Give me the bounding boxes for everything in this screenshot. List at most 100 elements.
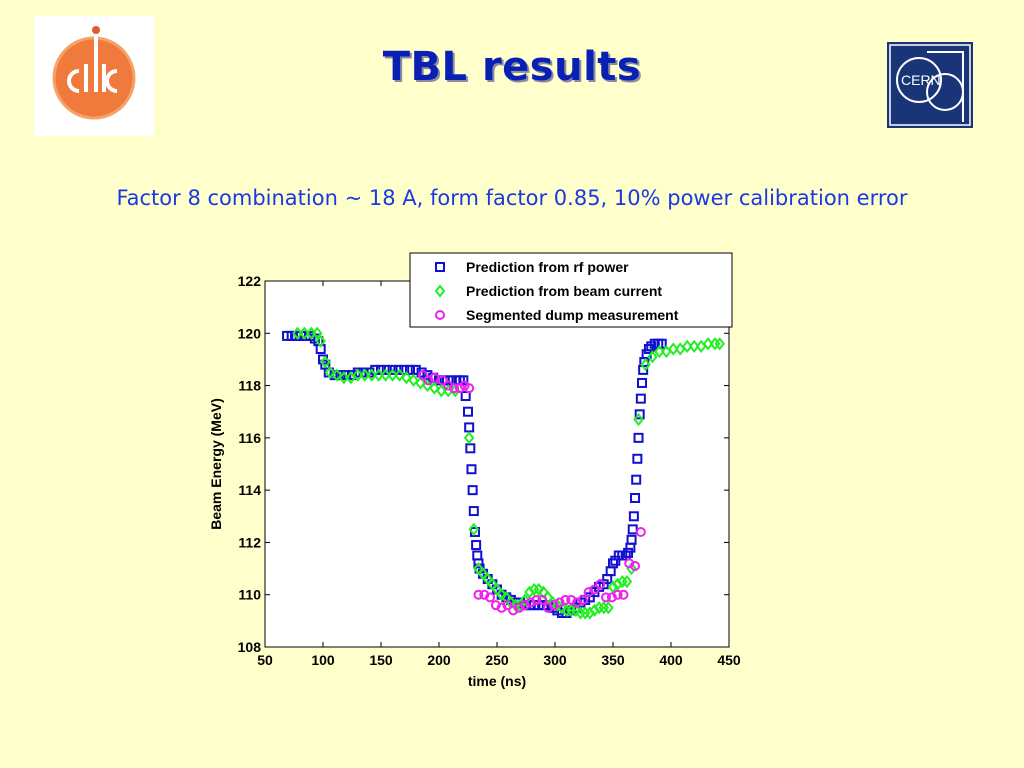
data-point bbox=[537, 594, 548, 605]
data-point bbox=[589, 584, 600, 595]
data-point bbox=[519, 593, 531, 607]
data-point bbox=[359, 368, 371, 382]
data-point bbox=[449, 383, 460, 394]
data-point bbox=[460, 391, 471, 402]
chart-legend: Prediction from rf power Prediction from … bbox=[409, 252, 733, 328]
data-point bbox=[463, 406, 473, 417]
data-point bbox=[366, 368, 378, 382]
slide-subtitle: Factor 8 combination ~ 18 A, form factor… bbox=[116, 186, 908, 210]
data-point bbox=[338, 371, 350, 385]
data-point bbox=[387, 364, 398, 375]
data-point bbox=[380, 368, 391, 382]
legend-entry: Segmented dump measurement bbox=[466, 307, 679, 323]
x-tick-label: 350 bbox=[601, 652, 625, 668]
data-point bbox=[647, 350, 658, 364]
x-tick-label: 450 bbox=[717, 652, 741, 668]
data-point bbox=[656, 338, 667, 349]
slide-title: TBL results bbox=[382, 44, 642, 90]
data-point bbox=[628, 511, 639, 522]
x-tick-label: 250 bbox=[485, 652, 509, 668]
data-point bbox=[626, 534, 637, 545]
data-point bbox=[458, 375, 469, 386]
data-point bbox=[612, 589, 623, 600]
data-point bbox=[410, 364, 421, 375]
data-point bbox=[468, 522, 480, 536]
y-tick-label: 114 bbox=[238, 482, 261, 498]
y-tick-label: 116 bbox=[238, 430, 261, 446]
data-point bbox=[373, 368, 384, 382]
data-point bbox=[637, 377, 647, 388]
data-point bbox=[570, 603, 582, 618]
data-point bbox=[394, 368, 405, 382]
data-point bbox=[417, 370, 428, 381]
data-point bbox=[387, 368, 398, 382]
data-point bbox=[633, 432, 644, 443]
x-tick-label: 100 bbox=[311, 652, 335, 668]
y-tick-label: 122 bbox=[238, 273, 262, 289]
data-point bbox=[608, 558, 618, 569]
data-point bbox=[603, 601, 614, 615]
data-point bbox=[635, 393, 646, 404]
data-point bbox=[688, 339, 700, 353]
data-point bbox=[381, 364, 392, 375]
data-point bbox=[635, 526, 646, 537]
data-point bbox=[436, 384, 447, 398]
y-tick-label: 108 bbox=[238, 639, 262, 655]
cern-logo-text: CERN bbox=[901, 72, 941, 88]
data-point bbox=[623, 547, 634, 558]
data-point bbox=[552, 598, 563, 612]
data-point bbox=[654, 344, 665, 359]
data-point bbox=[601, 592, 612, 603]
data-point bbox=[502, 600, 513, 611]
data-point bbox=[466, 464, 477, 475]
data-point bbox=[473, 589, 484, 600]
y-tick-label: 112 bbox=[238, 534, 261, 550]
y-tick-label: 110 bbox=[238, 587, 261, 603]
data-point bbox=[393, 364, 404, 375]
legend-box bbox=[409, 252, 733, 328]
x-tick-label: 50 bbox=[257, 652, 273, 668]
data-point bbox=[331, 368, 343, 382]
data-point bbox=[643, 343, 654, 354]
data-point bbox=[299, 326, 310, 340]
data-point bbox=[702, 337, 714, 351]
data-point bbox=[714, 337, 726, 351]
data-point bbox=[634, 409, 645, 420]
x-axis-label: time (ns) bbox=[468, 673, 526, 689]
data-point bbox=[485, 592, 496, 603]
data-point bbox=[464, 383, 475, 394]
data-point bbox=[467, 485, 478, 496]
legend-marker bbox=[434, 284, 446, 298]
cern-logo: CERN bbox=[887, 42, 973, 128]
data-point bbox=[471, 540, 482, 551]
data-point bbox=[473, 558, 484, 569]
clic-logo bbox=[34, 16, 154, 136]
data-point bbox=[320, 355, 331, 369]
legend-marker bbox=[435, 310, 445, 320]
data-point bbox=[311, 326, 323, 340]
data-point bbox=[621, 575, 633, 589]
data-point bbox=[577, 594, 588, 605]
data-point bbox=[630, 560, 641, 571]
data-point bbox=[633, 412, 644, 427]
data-point bbox=[595, 579, 606, 590]
data-point bbox=[408, 373, 419, 387]
data-point bbox=[531, 594, 542, 605]
y-tick-label: 120 bbox=[238, 325, 262, 341]
data-point bbox=[630, 492, 641, 503]
data-point bbox=[496, 588, 507, 602]
data-point bbox=[401, 371, 412, 385]
data-point bbox=[465, 443, 476, 454]
y-tick-label: 118 bbox=[238, 378, 261, 394]
series-2 bbox=[417, 370, 646, 616]
data-point bbox=[668, 342, 679, 356]
data-point bbox=[560, 594, 571, 605]
data-point bbox=[292, 326, 303, 340]
data-point bbox=[437, 375, 448, 386]
data-point bbox=[463, 431, 475, 445]
data-point bbox=[640, 358, 651, 372]
legend-marker bbox=[435, 262, 445, 272]
data-point bbox=[468, 506, 479, 517]
data-point bbox=[315, 334, 326, 348]
